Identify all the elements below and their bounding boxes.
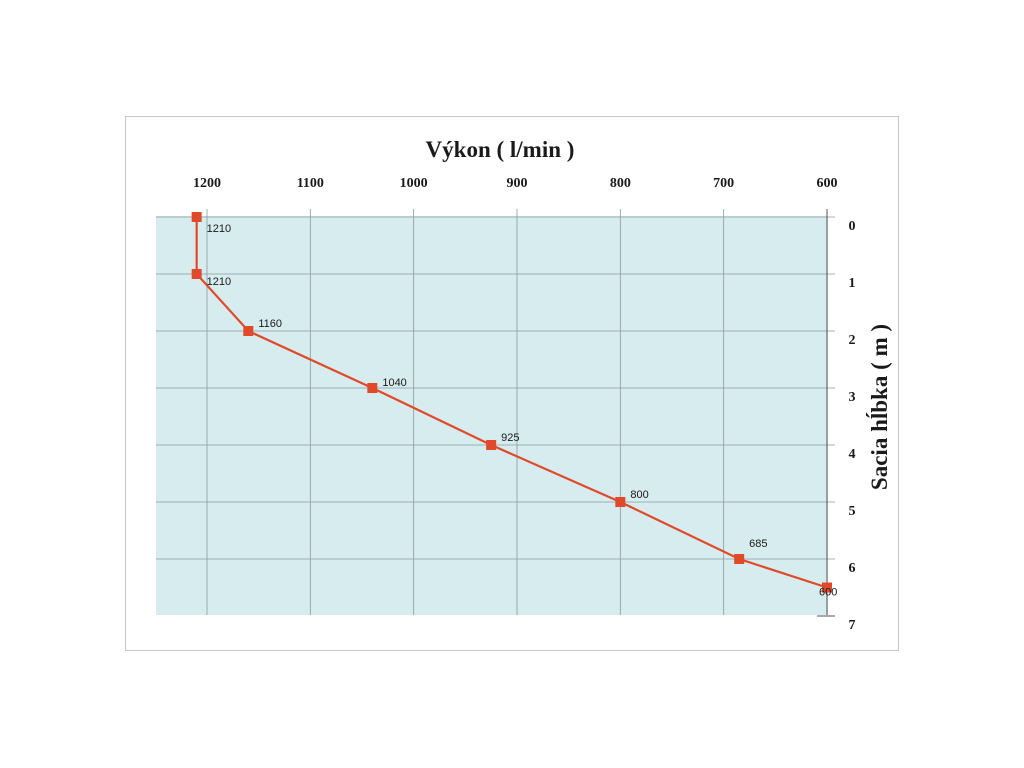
data-point-marker xyxy=(822,582,832,593)
grid xyxy=(156,209,835,617)
y-tick-label: 1 xyxy=(849,276,856,291)
data-point-marker xyxy=(734,554,745,564)
y-tick-label: 7 xyxy=(849,618,856,633)
markers xyxy=(191,212,832,593)
data-labels: 1210 1210 1160 1040 925 800 685 600 xyxy=(207,223,838,599)
y-tick-label: 2 xyxy=(849,333,856,348)
data-label: 800 xyxy=(630,489,648,501)
data-label: 1160 xyxy=(258,318,282,330)
x-tick-label: 1000 xyxy=(400,176,428,191)
x-tick-label: 900 xyxy=(507,176,528,191)
data-label: 600 xyxy=(819,587,837,599)
data-label: 1040 xyxy=(382,377,406,389)
y-tick-label: 3 xyxy=(849,390,856,405)
data-point-marker xyxy=(615,497,626,507)
x-axis: 1200 1100 1000 900 800 700 600 xyxy=(193,176,838,191)
series-line xyxy=(195,217,828,589)
y-axis-title: Sacia hĺbka ( m ) xyxy=(866,324,892,490)
data-label: 1210 xyxy=(207,223,231,235)
data-point-marker xyxy=(367,383,378,393)
x-tick-label: 700 xyxy=(713,176,734,191)
x-tick-label: 800 xyxy=(610,176,631,191)
y-tick-label: 6 xyxy=(849,561,856,576)
y-tick-label: 0 xyxy=(849,219,856,234)
y-tick-label: 4 xyxy=(849,447,856,462)
data-point-marker xyxy=(243,326,254,336)
data-point-marker xyxy=(486,440,497,450)
data-label: 1210 xyxy=(207,276,231,288)
y-tick-label: 5 xyxy=(849,504,856,519)
data-point-marker xyxy=(191,269,202,279)
plot-area xyxy=(156,216,828,615)
x-tick-label: 1100 xyxy=(297,176,324,191)
y-axis: 0 1 2 3 4 5 6 7 xyxy=(849,219,856,633)
x-tick-label: 600 xyxy=(817,176,838,191)
data-label: 925 xyxy=(501,432,519,444)
x-tick-label: 1200 xyxy=(193,176,221,191)
data-point-marker xyxy=(191,212,202,222)
chart-title: Výkon ( l/min ) xyxy=(426,137,575,162)
data-label: 685 xyxy=(749,538,767,550)
